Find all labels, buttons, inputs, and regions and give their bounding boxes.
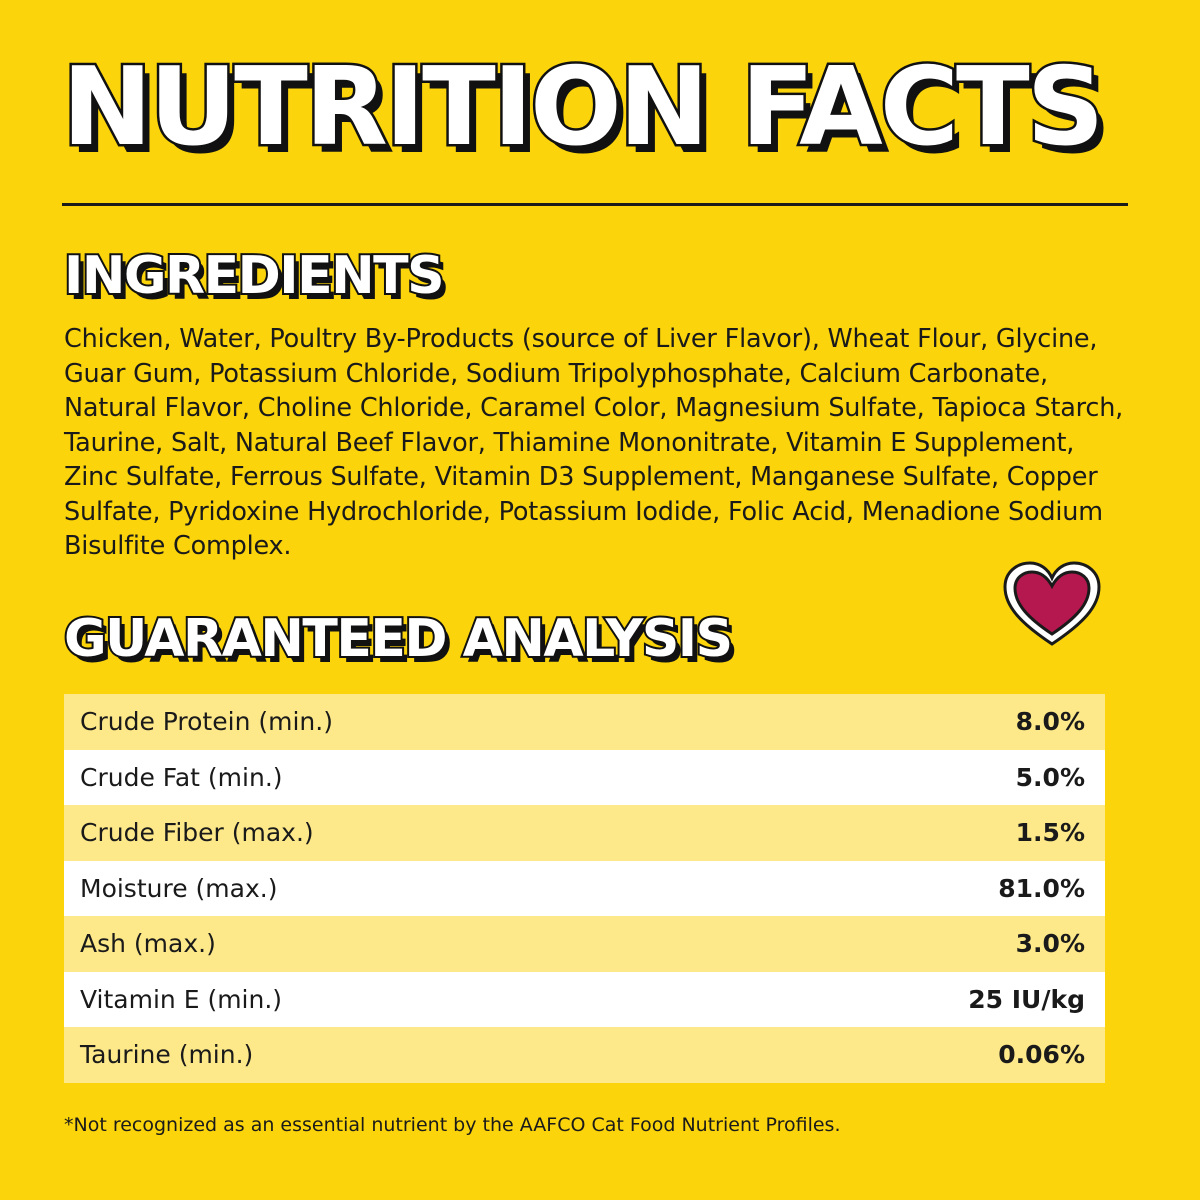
table-row: Ash (max.) 3.0% xyxy=(64,916,1105,972)
page-title: NUTRITION FACTS xyxy=(59,45,1106,170)
nutrient-value: 5.0% xyxy=(1015,762,1085,792)
heart-icon xyxy=(1003,561,1101,646)
table-row: Moisture (max.) 81.0% xyxy=(64,860,1105,916)
table-row: Crude Fiber (max.) 1.5% xyxy=(64,805,1105,861)
nutrient-name: Crude Fat (min.) xyxy=(80,762,283,792)
footnote: *Not recognized as an essential nutrient… xyxy=(64,1114,841,1136)
nutrient-value: 1.5% xyxy=(1015,818,1085,848)
nutrient-name: Moisture (max.) xyxy=(80,873,278,903)
nutrient-name: Ash (max.) xyxy=(80,929,216,959)
table-row: Taurine (min.) 0.06% xyxy=(64,1027,1105,1083)
ingredients-heading: INGREDIENTS xyxy=(62,244,447,308)
ingredients-list: Chicken, Water, Poultry By-Products (sou… xyxy=(64,324,1124,561)
table-row: Vitamin E (min.) 25 IU/kg xyxy=(64,971,1105,1027)
guaranteed-analysis-table: Crude Protein (min.) 8.0% Crude Fat (min… xyxy=(64,694,1105,1083)
guaranteed-analysis-heading: GUARANTEED ANALYSIS xyxy=(62,607,735,671)
nutrient-value: 8.0% xyxy=(1015,707,1085,737)
title-divider xyxy=(62,203,1128,206)
table-row: Crude Fat (min.) 5.0% xyxy=(64,749,1105,805)
nutrient-value: 81.0% xyxy=(998,873,1085,903)
nutrient-value: 3.0% xyxy=(1015,929,1085,959)
nutrient-name: Vitamin E (min.) xyxy=(80,984,283,1014)
nutrient-value: 25 IU/kg xyxy=(968,984,1085,1014)
table-row: Crude Protein (min.) 8.0% xyxy=(64,694,1105,750)
nutrient-value: 0.06% xyxy=(998,1040,1085,1070)
nutrient-name: Crude Protein (min.) xyxy=(80,707,333,737)
nutrient-name: Taurine (min.) xyxy=(80,1040,254,1070)
nutrient-name: Crude Fiber (max.) xyxy=(80,818,314,848)
